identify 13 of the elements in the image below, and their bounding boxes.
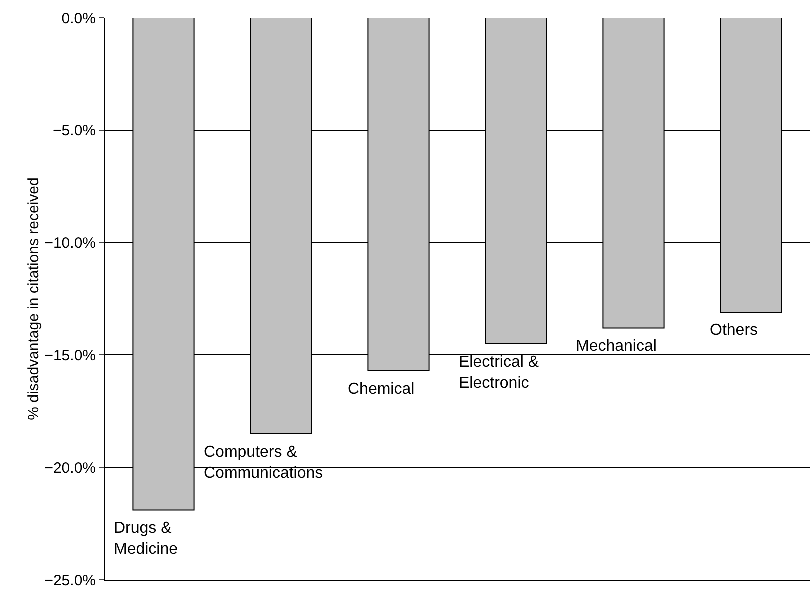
x-tick-label: Drugs & Medicine: [114, 520, 178, 558]
x-tick-label: Electrical & Electronic: [459, 354, 540, 392]
y-axis-title: % disadvantage in citations received: [26, 178, 43, 420]
y-tick-label: −25.0%: [44, 572, 96, 590]
x-tick-label: Computers & Communications: [204, 444, 324, 482]
y-tick-label: −10.0%: [44, 235, 96, 252]
y-tick-label: −5.0%: [53, 122, 96, 140]
x-tick-label: Others: [710, 322, 758, 339]
y-tick-label: 0.0%: [62, 10, 96, 28]
y-tick-label: −20.0%: [44, 460, 96, 477]
y-tick-label: −15.0%: [44, 347, 96, 364]
x-tick-label: Mechanical: [576, 338, 657, 355]
x-tick-label: Chemical: [348, 381, 415, 398]
